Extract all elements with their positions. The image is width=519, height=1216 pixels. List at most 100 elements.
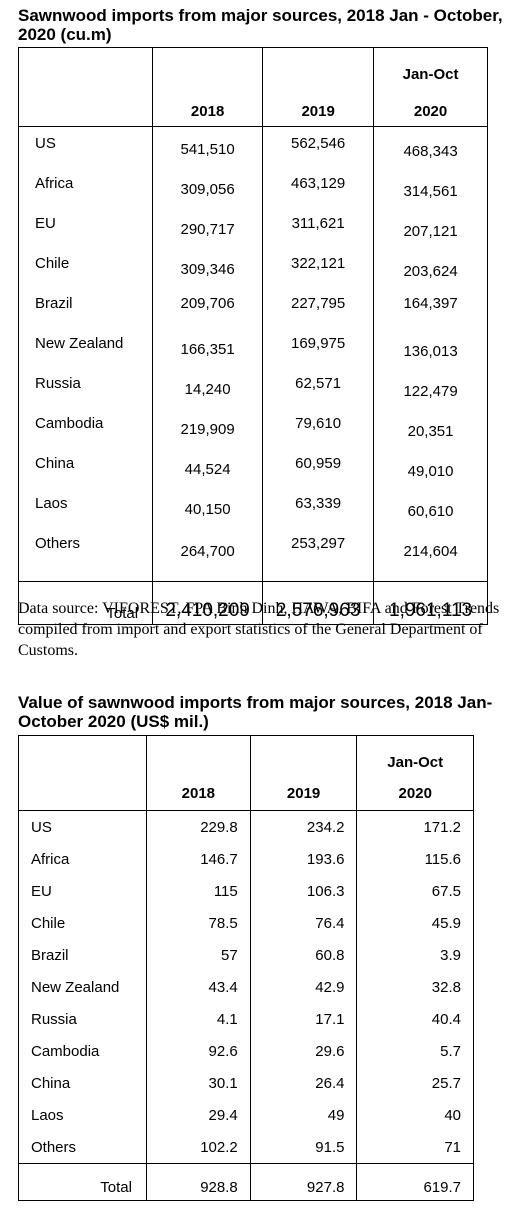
table1-cell-y2018: 40,150 — [152, 495, 264, 535]
table1-cell-y2019: 322,121 — [262, 255, 375, 295]
table2-cell-y2018: 92.6 — [145, 1035, 251, 1067]
table1-header-2020: Jan-Oct 2020 — [373, 47, 488, 127]
table1-value-y2020: 207,121 — [403, 223, 458, 240]
table1-body: US 541,510 562,546 468,343 Africa 309,056 463,… — [17, 126, 488, 582]
table2-cell-y2020: 32.8 — [356, 971, 474, 1003]
table1-header-2018: 2018 — [152, 47, 264, 127]
table1-value-y2019: 169,975 — [291, 335, 346, 352]
table1-value-y2019: 463,129 — [291, 175, 346, 192]
table1-cell-y2020: 49,010 — [373, 455, 488, 495]
table2-cell-y2018: 57 — [145, 939, 251, 971]
table2-value-y2019: 26.4 — [315, 1074, 345, 1092]
table1-cell-y2020: 314,561 — [373, 175, 488, 215]
table1-cell-y2019: 63,339 — [262, 495, 375, 535]
source-note: Data source: VIFOREST, FPA Binh Dinh, HA… — [18, 600, 500, 659]
table2-cell-y2019: 17.1 — [249, 1003, 358, 1035]
table2-row-others: Others 102.2 91.5 71 — [18, 1131, 474, 1164]
table1-cell-source: China — [17, 455, 154, 495]
table2-body: US 229.8 234.2 171.2 Africa 146.7 193.6 115.6 EU… — [18, 810, 474, 1164]
table1-cell-source: US — [17, 126, 154, 175]
table1-cell-y2020: 20,351 — [373, 415, 488, 455]
table2-cell-y2020: 25.7 — [356, 1067, 474, 1099]
table1-cell-source: Russia — [17, 375, 154, 415]
table2-cell-source: EU — [18, 875, 147, 907]
table2-cell-y2018: 43.4 — [145, 971, 251, 1003]
table2-value-y2019: 60.8 — [315, 946, 345, 964]
table2-value-y2018: 57 — [221, 946, 238, 964]
table2-value-y2018: 229.8 — [200, 818, 238, 836]
table2-cell-y2020: 115.6 — [356, 843, 474, 875]
table1-value-y2019: 63,339 — [295, 495, 342, 512]
table1-value-source: EU — [35, 215, 56, 232]
table1-value-y2019: 60,959 — [295, 455, 342, 472]
table2-total-2020: 619.7 — [356, 1163, 474, 1201]
table1-cell-y2018: 44,524 — [152, 455, 264, 495]
table1-value-source: Brazil — [35, 295, 73, 312]
table2-value-y2020: 5.7 — [440, 1042, 461, 1060]
table2-value-y2019: 42.9 — [315, 978, 345, 996]
table1-cell-y2019: 253,297 — [262, 535, 375, 582]
table2-value-y2020: 67.5 — [431, 882, 461, 900]
table2-value-y2019: 106.3 — [306, 882, 345, 900]
table1-value-y2018: 309,346 — [180, 261, 235, 278]
table1-cell-y2018: 309,056 — [152, 175, 264, 215]
table1-header-2019: 2019 — [262, 47, 375, 127]
table1-header-row: 2018 2019 Jan-Oct 2020 — [17, 47, 488, 127]
table1-cell-y2020: 214,604 — [373, 535, 488, 582]
table1-row-new-zealand: New Zealand 166,351 169,975 136,013 — [17, 335, 488, 375]
table2-cell-y2019: 49 — [249, 1099, 358, 1131]
table2-header-janoct: Jan-Oct — [387, 754, 444, 771]
table2-cell-y2019: 29.6 — [249, 1035, 358, 1067]
table2-total-2018: 928.8 — [145, 1163, 251, 1201]
table2-header-2020-year: 2020 — [398, 785, 432, 802]
table2-cell-y2018: 78.5 — [145, 907, 251, 939]
table2-row-brazil: Brazil 57 60.8 3.9 — [18, 939, 474, 971]
table1-cell-y2019: 169,975 — [262, 335, 375, 375]
table1-cell-y2019: 62,571 — [262, 375, 375, 415]
table1-cell-source: Others — [17, 535, 154, 582]
table1-value-y2020: 20,351 — [407, 423, 454, 440]
table1-value-source: Cambodia — [35, 415, 104, 432]
table1-row-russia: Russia 14,240 62,571 122,479 — [17, 375, 488, 415]
table1-cell-source: Brazil — [17, 295, 154, 335]
table1-value-y2019: 79,610 — [295, 415, 342, 432]
table2-cell-y2019: 106.3 — [249, 875, 358, 907]
table2-cell-y2018: 30.1 — [145, 1067, 251, 1099]
table1-value-y2019: 311,621 — [291, 215, 345, 232]
table2-value-source: Others — [31, 1138, 77, 1156]
table2-row-eu: EU 115 106.3 67.5 — [18, 875, 474, 907]
table2-cell-y2018: 115 — [145, 875, 251, 907]
table1-row-brazil: Brazil 209,706 227,795 164,397 — [17, 295, 488, 335]
table2-value-y2020: 32.8 — [431, 978, 461, 996]
table2-cell-y2020: 67.5 — [356, 875, 474, 907]
table1-cell-y2018: 541,510 — [152, 126, 264, 175]
table2-header-row: 2018 2019 Jan-Oct 2020 — [18, 735, 474, 811]
table1-value-y2020: 122,479 — [403, 383, 458, 400]
table1-cell-y2018: 14,240 — [152, 375, 264, 415]
table2-cell-y2020: 71 — [356, 1131, 474, 1164]
sawnwood-value-table: 2018 2019 Jan-Oct 2020 US 229.8 234.2 171.2 A… — [18, 735, 474, 1201]
table1-value-y2018: 219,909 — [180, 421, 235, 438]
table1-value-y2019: 62,571 — [295, 375, 342, 392]
table2-cell-y2020: 45.9 — [356, 907, 474, 939]
table2-title: Value of sawnwood imports from major sou… — [18, 693, 493, 731]
table2-cell-y2018: 29.4 — [145, 1099, 251, 1131]
table1-cell-y2020: 60,610 — [373, 495, 488, 535]
table2-row-us: US 229.8 234.2 171.2 — [18, 810, 474, 843]
table1-row-cambodia: Cambodia 219,909 79,610 20,351 — [17, 415, 488, 455]
table1-value-source: US — [35, 135, 56, 152]
table2-row-chile: Chile 78.5 76.4 45.9 — [18, 907, 474, 939]
table2-value-source: Laos — [31, 1106, 64, 1124]
table1-header-2020-year: 2020 — [413, 103, 448, 120]
table1-value-y2019: 253,297 — [291, 535, 346, 552]
table1-row-laos: Laos 40,150 63,339 60,610 — [17, 495, 488, 535]
table2-cell-source: Brazil — [18, 939, 147, 971]
table2-cell-y2019: 42.9 — [249, 971, 358, 1003]
table1-value-y2018: 44,524 — [184, 461, 231, 478]
table2-value-y2020: 40 — [444, 1106, 461, 1124]
table2-header-2020: Jan-Oct 2020 — [356, 735, 474, 811]
table2-value-y2018: 43.4 — [208, 978, 238, 996]
table2-cell-source: Russia — [18, 1003, 147, 1035]
table1-cell-y2018: 264,700 — [152, 535, 264, 582]
table1-value-y2020: 49,010 — [407, 463, 454, 480]
